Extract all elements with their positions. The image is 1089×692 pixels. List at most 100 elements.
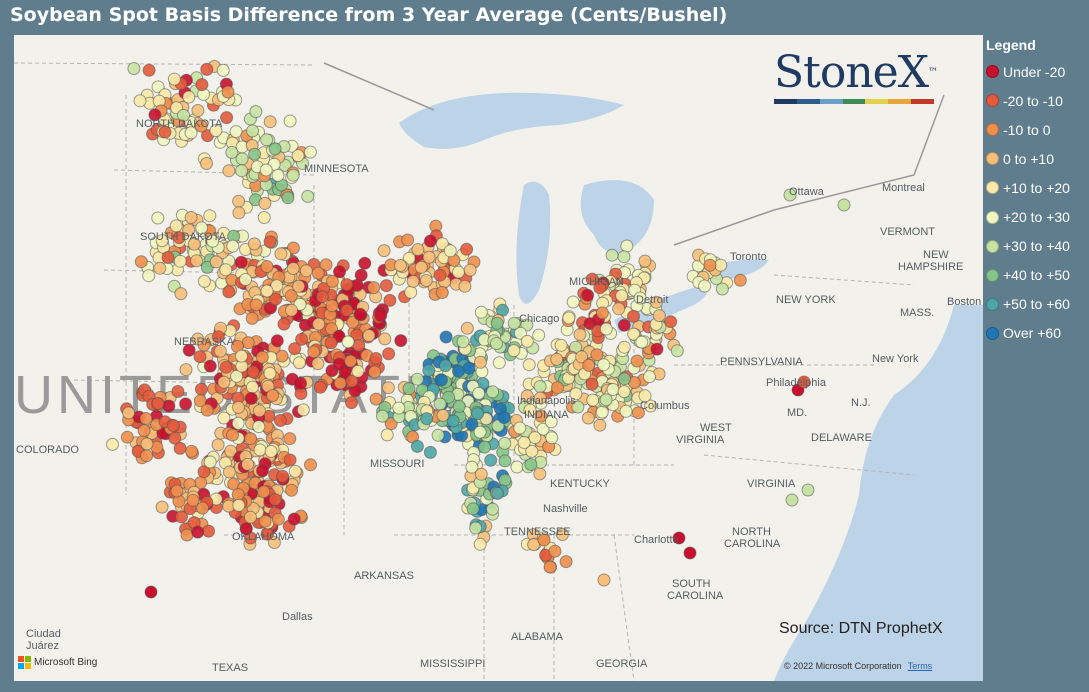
basis-bubble[interactable] (474, 355, 487, 369)
basis-bubble[interactable] (362, 329, 376, 342)
basis-bubble[interactable] (137, 424, 151, 438)
basis-bubble[interactable] (520, 389, 534, 403)
basis-bubble[interactable] (173, 254, 187, 268)
basis-bubble[interactable] (249, 105, 263, 119)
basis-bubble[interactable] (378, 332, 392, 346)
basis-bubble[interactable] (177, 108, 190, 122)
basis-bubble[interactable] (232, 400, 245, 414)
basis-bubble[interactable] (277, 317, 291, 331)
basis-bubble[interactable] (239, 273, 252, 286)
basis-bubble[interactable] (274, 247, 288, 261)
basis-bubble[interactable] (631, 406, 645, 420)
basis-bubble[interactable] (158, 125, 172, 139)
basis-bubble[interactable] (203, 455, 217, 469)
basis-bubble[interactable] (232, 498, 246, 512)
basis-bubble[interactable] (241, 457, 255, 471)
basis-bubble[interactable] (617, 250, 631, 264)
basis-bubble[interactable] (200, 157, 213, 170)
basis-bubble[interactable] (211, 330, 225, 344)
basis-bubble[interactable] (498, 473, 512, 487)
basis-bubble[interactable] (226, 239, 240, 253)
basis-bubble[interactable] (537, 533, 551, 547)
basis-bubble[interactable] (222, 465, 236, 479)
basis-bubble[interactable] (315, 290, 329, 304)
basis-bubble[interactable] (232, 206, 246, 220)
basis-bubble[interactable] (245, 311, 259, 325)
basis-bubble[interactable] (369, 352, 383, 365)
basis-bubble[interactable] (259, 163, 273, 177)
basis-bubble[interactable] (533, 391, 547, 405)
basis-bubble[interactable] (209, 255, 223, 269)
basis-bubble[interactable] (283, 114, 297, 128)
basis-bubble[interactable] (783, 188, 797, 202)
basis-bubble[interactable] (554, 338, 568, 352)
basis-bubble[interactable] (235, 164, 249, 178)
basis-bubble[interactable] (469, 521, 483, 535)
basis-bubble[interactable] (217, 411, 231, 425)
basis-bubble[interactable] (410, 439, 424, 453)
basis-bubble[interactable] (161, 251, 175, 264)
basis-bubble[interactable] (122, 406, 136, 420)
basis-bubble[interactable] (466, 502, 480, 516)
basis-bubble[interactable] (486, 385, 500, 399)
basis-bubble[interactable] (180, 528, 194, 542)
basis-bubble[interactable] (581, 288, 595, 302)
basis-bubble[interactable] (414, 260, 428, 274)
basis-bubble[interactable] (257, 211, 271, 224)
basis-bubble[interactable] (333, 265, 346, 279)
basis-bubble[interactable] (153, 261, 167, 275)
basis-bubble[interactable] (194, 119, 208, 133)
basis-bubble[interactable] (478, 440, 491, 454)
basis-bubble[interactable] (171, 385, 185, 398)
basis-bubble[interactable] (581, 411, 595, 425)
basis-bubble[interactable] (139, 412, 153, 425)
basis-bubble[interactable] (341, 335, 355, 349)
basis-bubble[interactable] (672, 531, 686, 545)
basis-bubble[interactable] (638, 254, 652, 268)
basis-bubble[interactable] (377, 244, 391, 258)
basis-bubble[interactable] (182, 90, 196, 104)
basis-bubble[interactable] (597, 358, 611, 372)
basis-bubble[interactable] (431, 428, 445, 442)
basis-bubble[interactable] (548, 544, 562, 558)
basis-bubble[interactable] (246, 124, 259, 138)
basis-bubble[interactable] (140, 449, 154, 463)
basis-bubble[interactable] (456, 335, 470, 349)
basis-bubble[interactable] (313, 380, 327, 394)
basis-bubble[interactable] (801, 483, 815, 497)
basis-bubble[interactable] (273, 414, 287, 427)
basis-bubble[interactable] (190, 254, 204, 268)
basis-bubble[interactable] (351, 364, 365, 378)
basis-bubble[interactable] (173, 441, 187, 455)
basis-bubble[interactable] (402, 382, 416, 396)
basis-bubble[interactable] (465, 417, 479, 431)
basis-bubble[interactable] (438, 359, 452, 373)
basis-bubble[interactable] (217, 375, 231, 389)
basis-bubble[interactable] (522, 358, 536, 372)
basis-bubble[interactable] (260, 133, 274, 147)
basis-bubble[interactable] (133, 94, 147, 108)
basis-bubble[interactable] (715, 282, 729, 296)
basis-bubble[interactable] (291, 149, 305, 163)
basis-bubble[interactable] (292, 356, 306, 370)
basis-bubble[interactable] (311, 266, 325, 280)
basis-bubble[interactable] (463, 263, 477, 277)
basis-bubble[interactable] (534, 409, 548, 423)
basis-bubble[interactable] (271, 168, 285, 182)
basis-bubble[interactable] (401, 233, 415, 247)
basis-bubble[interactable] (452, 265, 465, 279)
basis-bubble[interactable] (435, 286, 449, 299)
basis-bubble[interactable] (635, 335, 649, 349)
basis-bubble[interactable] (167, 72, 181, 86)
basis-bubble[interactable] (295, 332, 309, 346)
basis-bubble[interactable] (268, 493, 282, 507)
basis-bubble[interactable] (231, 488, 245, 501)
basis-bubble[interactable] (612, 302, 626, 316)
basis-bubble[interactable] (410, 372, 424, 386)
basis-bubble[interactable] (643, 370, 656, 384)
basis-bubble[interactable] (203, 359, 217, 373)
basis-bubble[interactable] (151, 211, 165, 225)
basis-bubble[interactable] (200, 403, 214, 417)
basis-bubble[interactable] (333, 376, 347, 390)
basis-bubble[interactable] (649, 295, 663, 309)
